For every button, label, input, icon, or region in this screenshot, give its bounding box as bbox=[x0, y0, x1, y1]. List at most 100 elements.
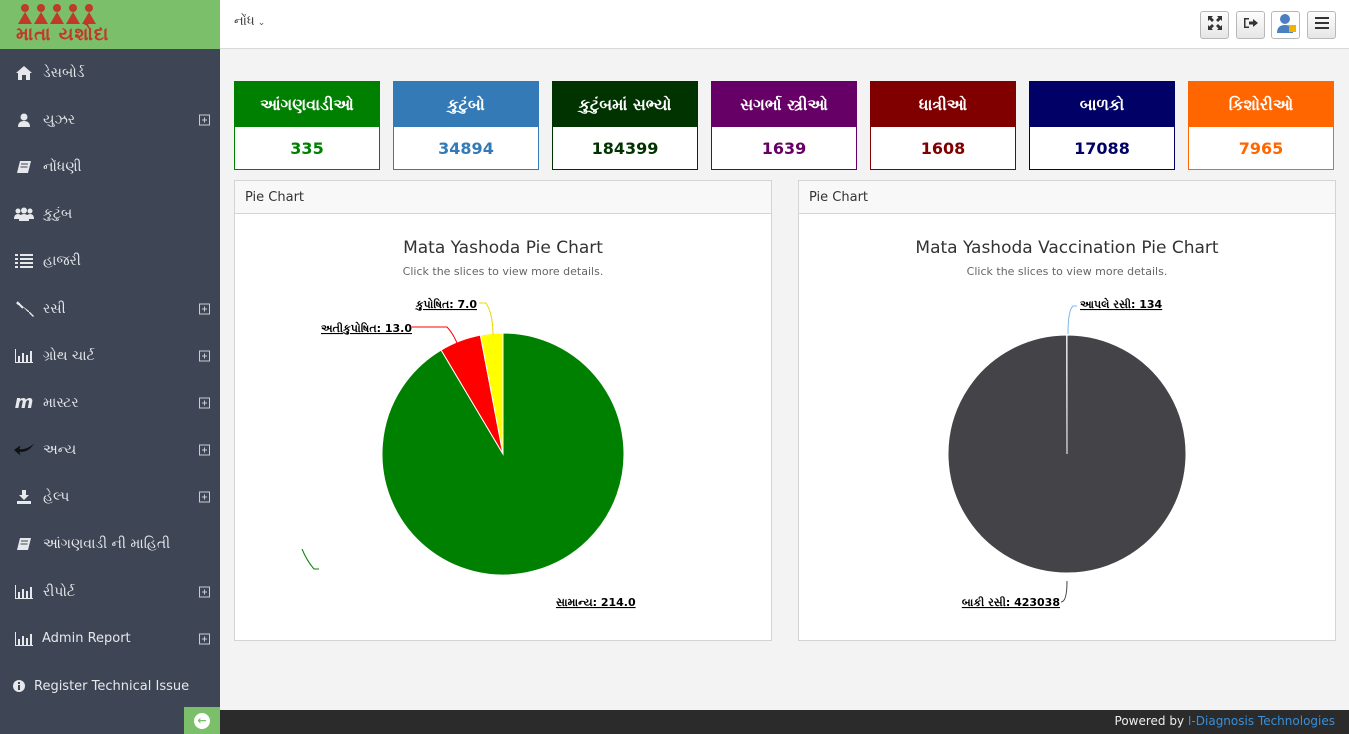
stat-label: કુટુંબમાં સભ્યો bbox=[553, 82, 697, 127]
pie-panel-vaccination: Pie Chart Mata Yashoda Vaccination Pie C… bbox=[798, 180, 1336, 641]
user-icon bbox=[14, 111, 34, 129]
bar-chart-icon bbox=[14, 630, 34, 648]
stat-card-families[interactable]: કુટુંબો 34894 bbox=[393, 81, 539, 170]
stat-value: 34894 bbox=[438, 138, 494, 158]
sidebar-item-label: હાજરી bbox=[43, 253, 81, 270]
stat-card-pregnant-women[interactable]: સગર્ભા સ્ત્રીઓ 1639 bbox=[711, 81, 857, 170]
sidebar-item-master[interactable]: m માસ્ટર bbox=[0, 379, 220, 426]
footer-company-link[interactable]: I-Diagnosis Technologies bbox=[1187, 714, 1335, 728]
sidebar-item-anganwadi-info[interactable]: આંગણવાડી ની માહિતી bbox=[0, 521, 220, 568]
sidebar-item-label: માસ્ટર bbox=[43, 394, 79, 411]
stat-label: સગર્ભા સ્ત્રીઓ bbox=[712, 82, 856, 127]
stat-card-lactating-mothers[interactable]: ધાત્રીઓ 1608 bbox=[870, 81, 1016, 170]
slice-connector bbox=[301, 548, 319, 570]
stat-label: આંગણવાડીઓ bbox=[235, 82, 379, 127]
stat-card-children[interactable]: બાળકો 17088 bbox=[1029, 81, 1175, 170]
note-menu[interactable]: નોંધ ⌄ bbox=[234, 14, 265, 29]
sidebar-item-other[interactable]: અન્ય bbox=[0, 427, 220, 474]
sidebar-item-label: ગ્રોથ ચાર્ટ bbox=[43, 347, 95, 364]
bar-chart-icon bbox=[14, 347, 34, 365]
logout-button[interactable] bbox=[1236, 11, 1265, 39]
logo-text: માતા યશોદા bbox=[16, 24, 110, 45]
chart-title: Mata Yashoda Pie Chart bbox=[403, 238, 603, 258]
slice-connector bbox=[412, 326, 462, 359]
chevron-down-icon: ⌄ bbox=[257, 18, 266, 28]
user-profile-button[interactable] bbox=[1271, 11, 1300, 39]
sidebar-item-label: કુટુંબ bbox=[43, 206, 73, 223]
download-icon bbox=[14, 488, 34, 506]
vaccination-pie-chart: Mata Yashoda Vaccination Pie Chart Click… bbox=[915, 238, 1218, 609]
slice-label-pending-vaccine[interactable]: બાકી રસી: 423038 bbox=[962, 595, 1060, 609]
expand-plus-icon[interactable] bbox=[199, 586, 210, 598]
expand-plus-icon[interactable] bbox=[199, 491, 210, 503]
sidebar-item-dashboard[interactable]: ડેસબોર્ડ bbox=[0, 49, 220, 96]
reply-icon bbox=[14, 441, 34, 459]
topbar: નોંધ ⌄ bbox=[220, 0, 1349, 49]
stat-label: બાળકો bbox=[1030, 82, 1174, 127]
sidebar-item-growth-chart[interactable]: ગ્રોથ ચાર્ટ bbox=[0, 332, 220, 379]
user-avatar-icon bbox=[1275, 12, 1297, 38]
stat-card-adolescent-girls[interactable]: કિશોરીઓ 7965 bbox=[1188, 81, 1334, 170]
fullscreen-icon bbox=[1207, 16, 1222, 34]
expand-plus-icon[interactable] bbox=[199, 303, 210, 315]
nutrition-pie-chart: Mata Yashoda Pie Chart Click the slices … bbox=[301, 238, 636, 609]
sidebar-item-family[interactable]: કુટુંબ bbox=[0, 191, 220, 238]
sidebar-item-user[interactable]: યુઝર bbox=[0, 96, 220, 143]
expand-plus-icon[interactable] bbox=[199, 350, 210, 362]
expand-plus-icon[interactable] bbox=[199, 397, 210, 409]
stat-label: કુટુંબો bbox=[394, 82, 538, 127]
sidebar-item-admin-report[interactable]: Admin Report bbox=[0, 615, 220, 662]
users-icon bbox=[14, 205, 34, 223]
stat-value: 17088 bbox=[1074, 138, 1130, 158]
sidebar-item-register-technical-issue[interactable]: Register Technical Issue bbox=[0, 662, 220, 709]
book-icon bbox=[14, 158, 34, 176]
slice-label-severe-malnutrition[interactable]: અતીકુપોષિત: 13.0 bbox=[321, 321, 412, 335]
sidebar-item-label: રીપોર્ટ bbox=[43, 583, 75, 600]
sidebar-item-label: આંગણવાડી ની માહિતી bbox=[43, 536, 171, 553]
sidebar-nav: ડેસબોર્ડ યુઝર નોંધણી કુટુંબ હાજરી bbox=[0, 49, 220, 710]
expand-plus-icon[interactable] bbox=[199, 444, 210, 456]
hamburger-menu-button[interactable] bbox=[1307, 11, 1336, 39]
sidebar-item-attendance[interactable]: હાજરી bbox=[0, 238, 220, 285]
sidebar-item-help[interactable]: હેલ્પ bbox=[0, 474, 220, 521]
chart-subtitle: Click the slices to view more details. bbox=[403, 265, 604, 278]
stat-card-anganwadi[interactable]: આંગણવાડીઓ 335 bbox=[234, 81, 380, 170]
collapse-sidebar-button[interactable]: ← bbox=[184, 707, 220, 734]
sidebar-item-registration[interactable]: નોંધણી bbox=[0, 143, 220, 190]
m-icon: m bbox=[14, 392, 34, 414]
stat-value: 335 bbox=[290, 138, 324, 158]
slice-label-malnutrition[interactable]: કુપોષિત: 7.0 bbox=[415, 297, 477, 311]
logo-people-icon bbox=[18, 4, 96, 24]
chart-subtitle: Click the slices to view more details. bbox=[967, 265, 1168, 278]
sidebar-item-label: યુઝર bbox=[43, 111, 76, 128]
sidebar-item-report[interactable]: રીપોર્ટ bbox=[0, 568, 220, 615]
info-icon bbox=[12, 677, 26, 695]
sidebar-item-label: હેલ્પ bbox=[43, 489, 70, 506]
fullscreen-button[interactable] bbox=[1200, 11, 1229, 39]
stat-label: ધાત્રીઓ bbox=[871, 82, 1015, 127]
sidebar-item-label: Admin Report bbox=[42, 631, 131, 647]
stat-card-family-members[interactable]: કુટુંબમાં સભ્યો 184399 bbox=[552, 81, 698, 170]
slice-label-given-vaccine[interactable]: આપલે રસી: 134 bbox=[1080, 297, 1163, 311]
home-icon bbox=[14, 64, 34, 82]
expand-plus-icon[interactable] bbox=[199, 633, 210, 645]
footer-text: Powered by I-Diagnosis Technologies bbox=[1115, 714, 1335, 728]
pie-slice-2[interactable] bbox=[479, 332, 504, 455]
chart-title: Mata Yashoda Vaccination Pie Chart bbox=[915, 238, 1218, 258]
panel-header: Pie Chart bbox=[235, 181, 771, 214]
slice-label-normal[interactable]: સામાન્ય: 214.0 bbox=[556, 596, 636, 609]
bar-chart-icon bbox=[14, 583, 34, 601]
list-icon bbox=[14, 252, 34, 270]
stat-label: કિશોરીઓ bbox=[1189, 82, 1333, 127]
sidebar-item-label: અન્ય bbox=[43, 442, 77, 459]
sidebar-item-label: રસી bbox=[43, 300, 66, 317]
logo[interactable]: માતા યશોદા bbox=[0, 0, 220, 49]
sidebar-item-label: Register Technical Issue bbox=[34, 678, 190, 694]
sidebar-item-label: નોંધણી bbox=[43, 158, 82, 175]
sidebar: માતા યશોદા ડેસબોર્ડ યુઝર નોંધણી કુટુ bbox=[0, 0, 220, 734]
expand-plus-icon[interactable] bbox=[199, 114, 210, 126]
sidebar-item-vaccine[interactable]: રસી bbox=[0, 285, 220, 332]
pie-panel-nutrition: Pie Chart Mata Yashoda Pie Chart Click t… bbox=[234, 180, 772, 641]
slice-connector bbox=[1067, 305, 1077, 335]
footer-prefix: Powered by bbox=[1114, 714, 1188, 728]
